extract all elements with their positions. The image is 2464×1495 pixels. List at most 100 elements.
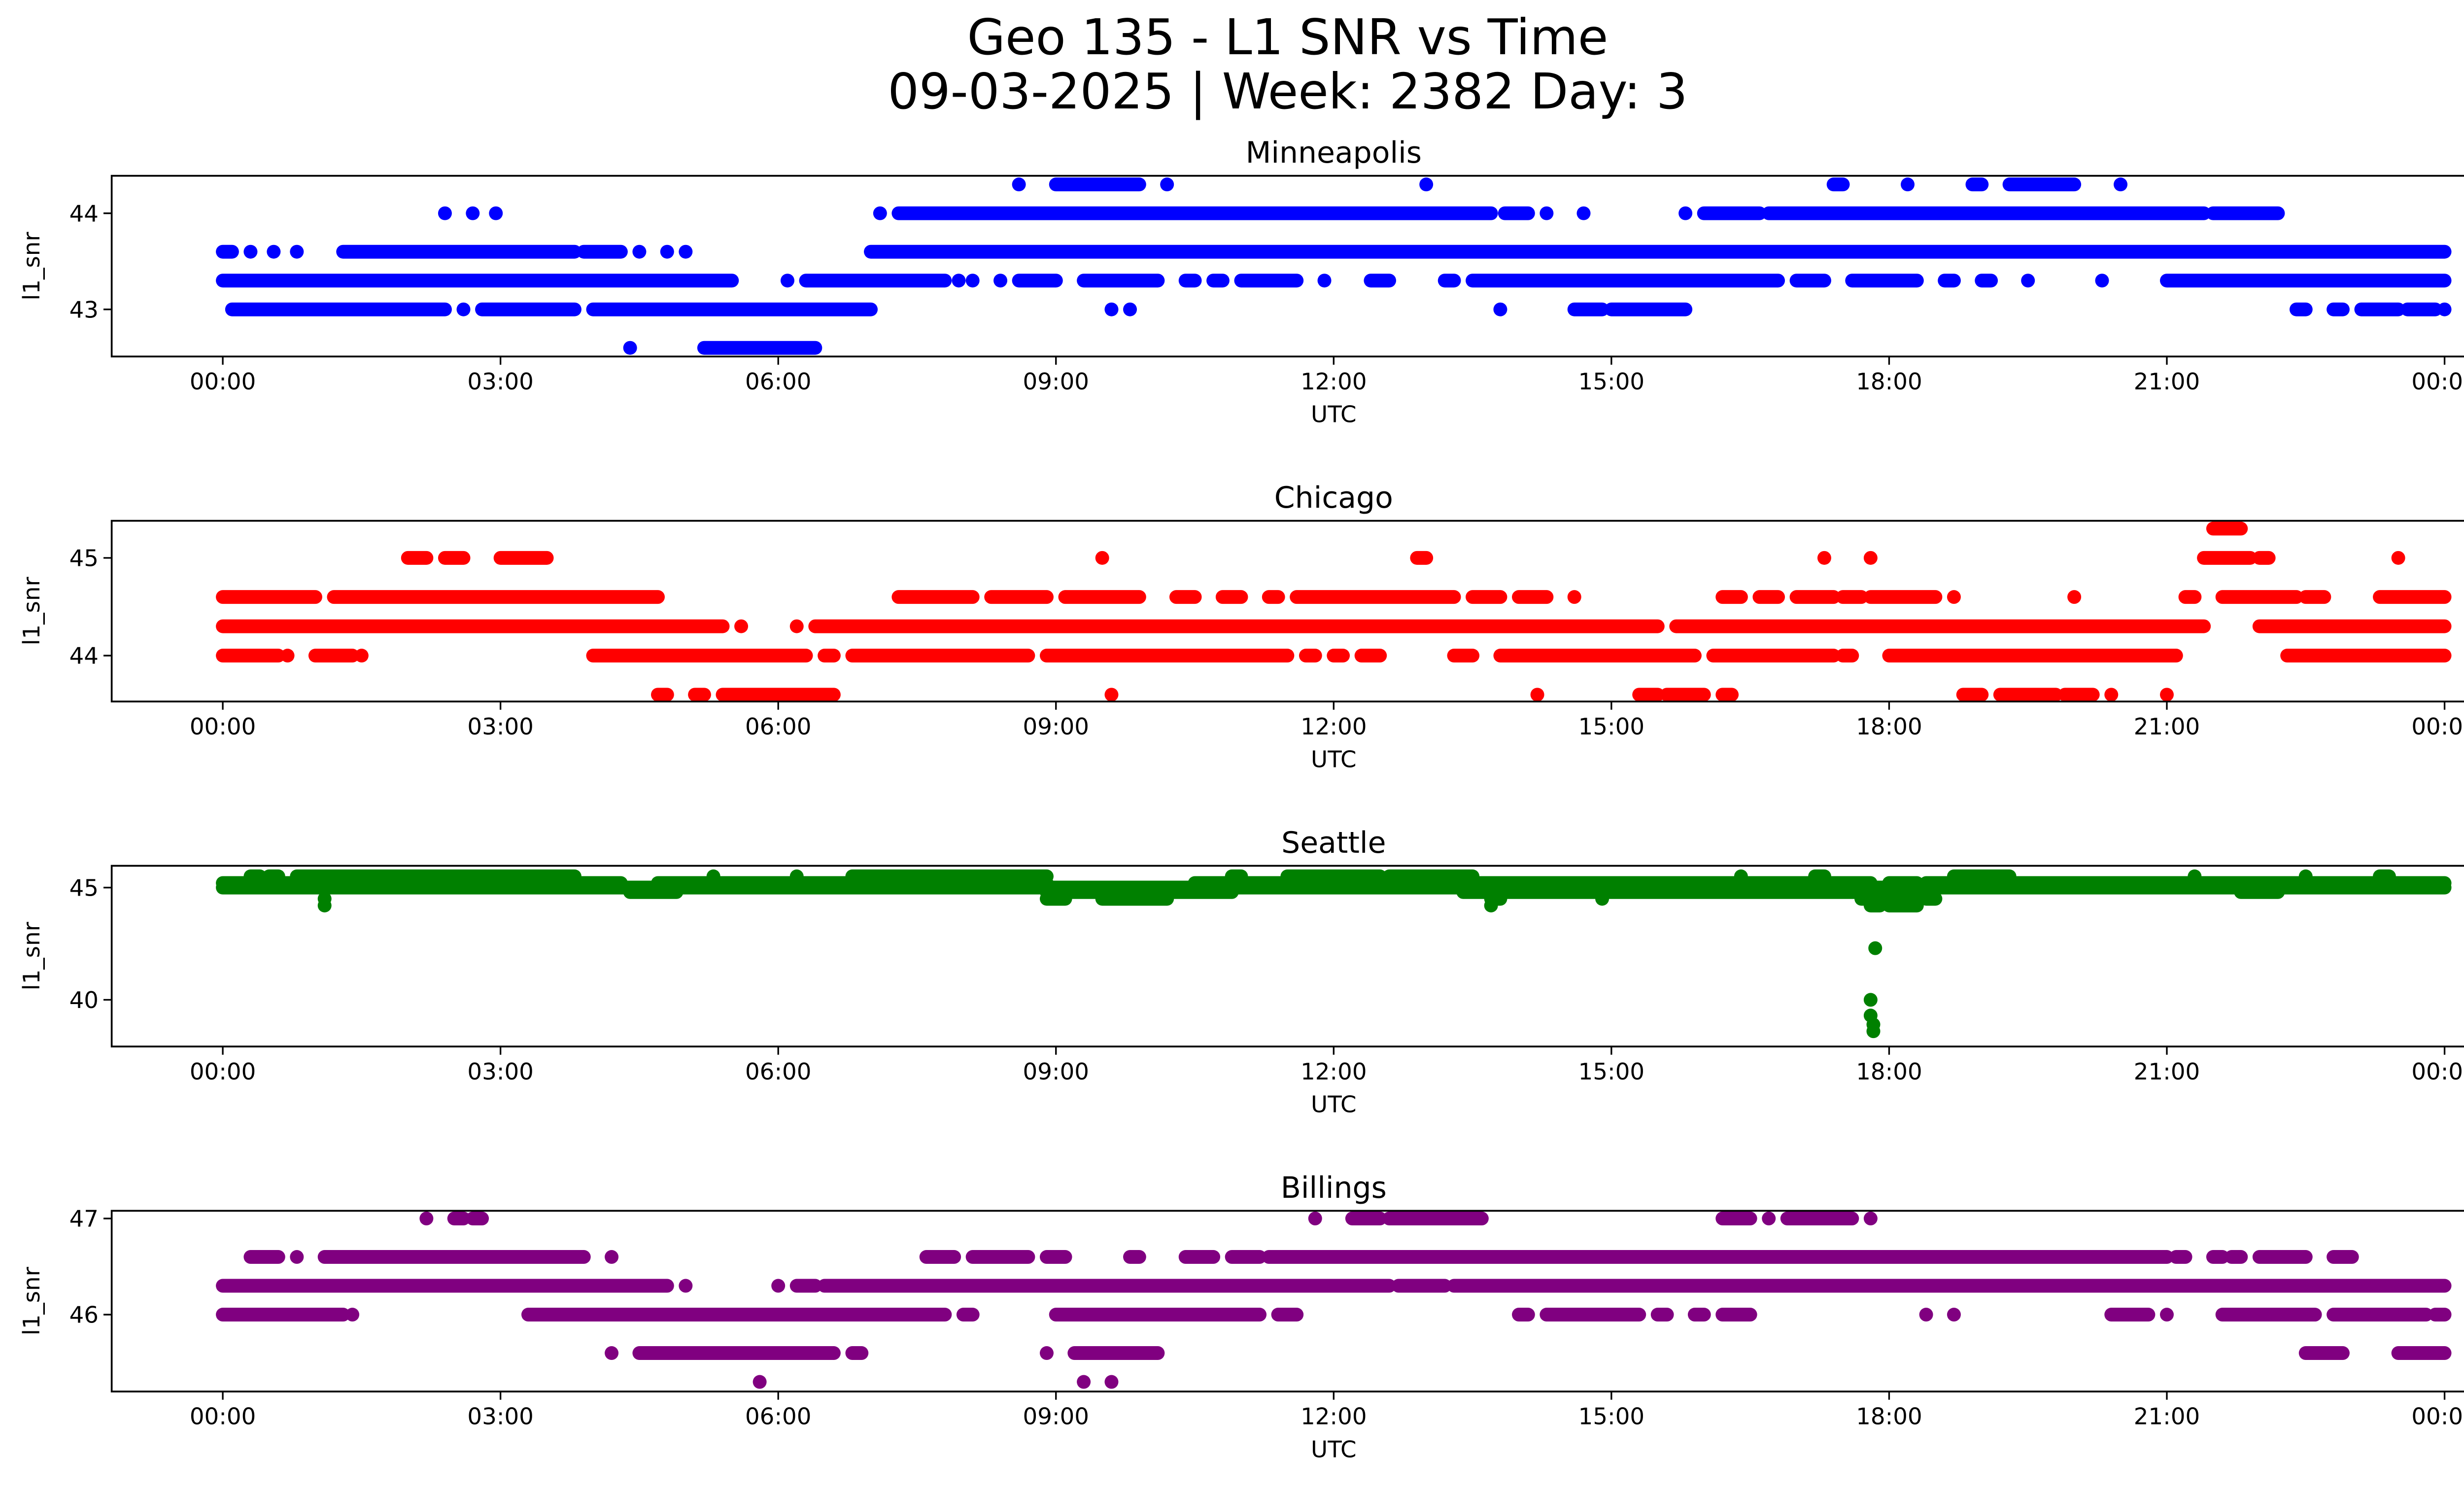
point-run [2327, 1250, 2359, 1264]
point-run [1975, 274, 1998, 288]
point-run [1540, 1308, 1646, 1322]
point-run [290, 1250, 304, 1264]
point-run [623, 341, 637, 355]
point-run [1160, 177, 1174, 192]
point-run [1919, 892, 1943, 906]
figure-title: Geo 135 - L1 SNR vs Time [967, 9, 1608, 68]
point-run [1039, 1250, 1072, 1264]
x-tick-label: 03:00 [467, 714, 533, 740]
point-run [2400, 302, 2442, 316]
x-tick-label: 12:00 [1300, 714, 1367, 740]
point-run [1234, 274, 1304, 288]
point-run [419, 1212, 434, 1226]
point-run [1836, 590, 1869, 604]
point-run [243, 1250, 285, 1264]
point-run [734, 619, 749, 633]
point-run [771, 1279, 786, 1293]
point-run [605, 1346, 619, 1360]
point-run [650, 688, 674, 702]
point-run [267, 244, 281, 259]
point-run [2160, 274, 2452, 288]
point-run [789, 619, 804, 633]
point-run [799, 274, 952, 288]
y-tick-label: 44 [69, 643, 99, 670]
x-tick-label: 00:00 [2411, 369, 2464, 395]
point-run [216, 274, 739, 288]
point-run [1660, 688, 1711, 702]
y-tick-label: 40 [69, 987, 99, 1014]
point-run [1437, 274, 1461, 288]
point-run [2058, 688, 2100, 702]
point-run [401, 551, 434, 565]
point-run [845, 649, 1035, 663]
point-run [216, 1279, 674, 1293]
point-run [2224, 1250, 2248, 1264]
point-run [280, 649, 295, 663]
point-run [2002, 177, 2082, 192]
point-run [1882, 899, 1924, 913]
point-run [1215, 590, 1248, 604]
point-run [466, 1212, 489, 1226]
x-tick-label: 21:00 [2134, 714, 2200, 740]
point-run [1484, 899, 1498, 913]
point-run [1271, 1308, 1304, 1322]
point-run [1317, 274, 1332, 288]
point-run [1466, 274, 1785, 288]
point-run [2215, 590, 2303, 604]
point-run [577, 244, 628, 259]
point-run [1290, 590, 1461, 604]
point-run [2095, 274, 2109, 288]
point-run [2104, 688, 2119, 702]
point-run [1762, 1212, 1776, 1226]
point-run [216, 590, 322, 604]
point-run [1123, 302, 1137, 316]
point-run [679, 1279, 693, 1293]
point-run [919, 1250, 961, 1264]
x-tick-label: 00:00 [2411, 714, 2464, 740]
point-run [1262, 590, 1285, 604]
point-run [1012, 274, 1063, 288]
point-run [891, 590, 980, 604]
point-run [1817, 551, 1831, 565]
point-run [753, 1375, 767, 1389]
point-run [1530, 688, 1544, 702]
x-tick-label: 06:00 [745, 1059, 811, 1085]
point-run [1391, 1279, 1452, 1293]
point-run [1567, 590, 1581, 604]
y-tick-label: 45 [69, 546, 99, 572]
point-run [586, 649, 813, 663]
point-run [965, 274, 980, 288]
x-axis-label: UTC [1311, 1436, 1356, 1463]
point-run [2327, 302, 2350, 316]
point-run [1364, 274, 1397, 288]
point-run [660, 244, 674, 259]
point-run [2298, 590, 2331, 604]
x-tick-label: 21:00 [2134, 369, 2200, 395]
point-run [1178, 274, 1202, 288]
point-run [2215, 1308, 2322, 1322]
point-run [2428, 1308, 2452, 1322]
point-run [2391, 551, 2405, 565]
y-axis-label: l1_snr [19, 1266, 45, 1335]
point-run [688, 688, 711, 702]
point-run [1687, 1308, 1711, 1322]
point-run [1327, 649, 1350, 663]
point-run [1938, 274, 1961, 288]
point-run [1669, 619, 2211, 633]
subplot-seattle: Seattle 00:00 03:00 06:00 09:00 12:00 15:00 18:… [19, 826, 2464, 1118]
point-run [290, 244, 304, 259]
point-run [818, 649, 841, 663]
x-tick-label: 21:00 [2134, 1404, 2200, 1430]
point-run [891, 206, 1498, 220]
point-run [2178, 590, 2202, 604]
point-run [1762, 206, 2211, 220]
point-run [1956, 688, 1989, 702]
point-run [632, 244, 647, 259]
point-run [216, 1308, 350, 1322]
point-run [1456, 885, 1896, 899]
x-tick-label: 18:00 [1856, 1404, 1922, 1430]
x-axis-label: UTC [1311, 747, 1356, 773]
point-run [1845, 274, 1924, 288]
point-run [1410, 551, 1434, 565]
point-run [1780, 1212, 1859, 1226]
